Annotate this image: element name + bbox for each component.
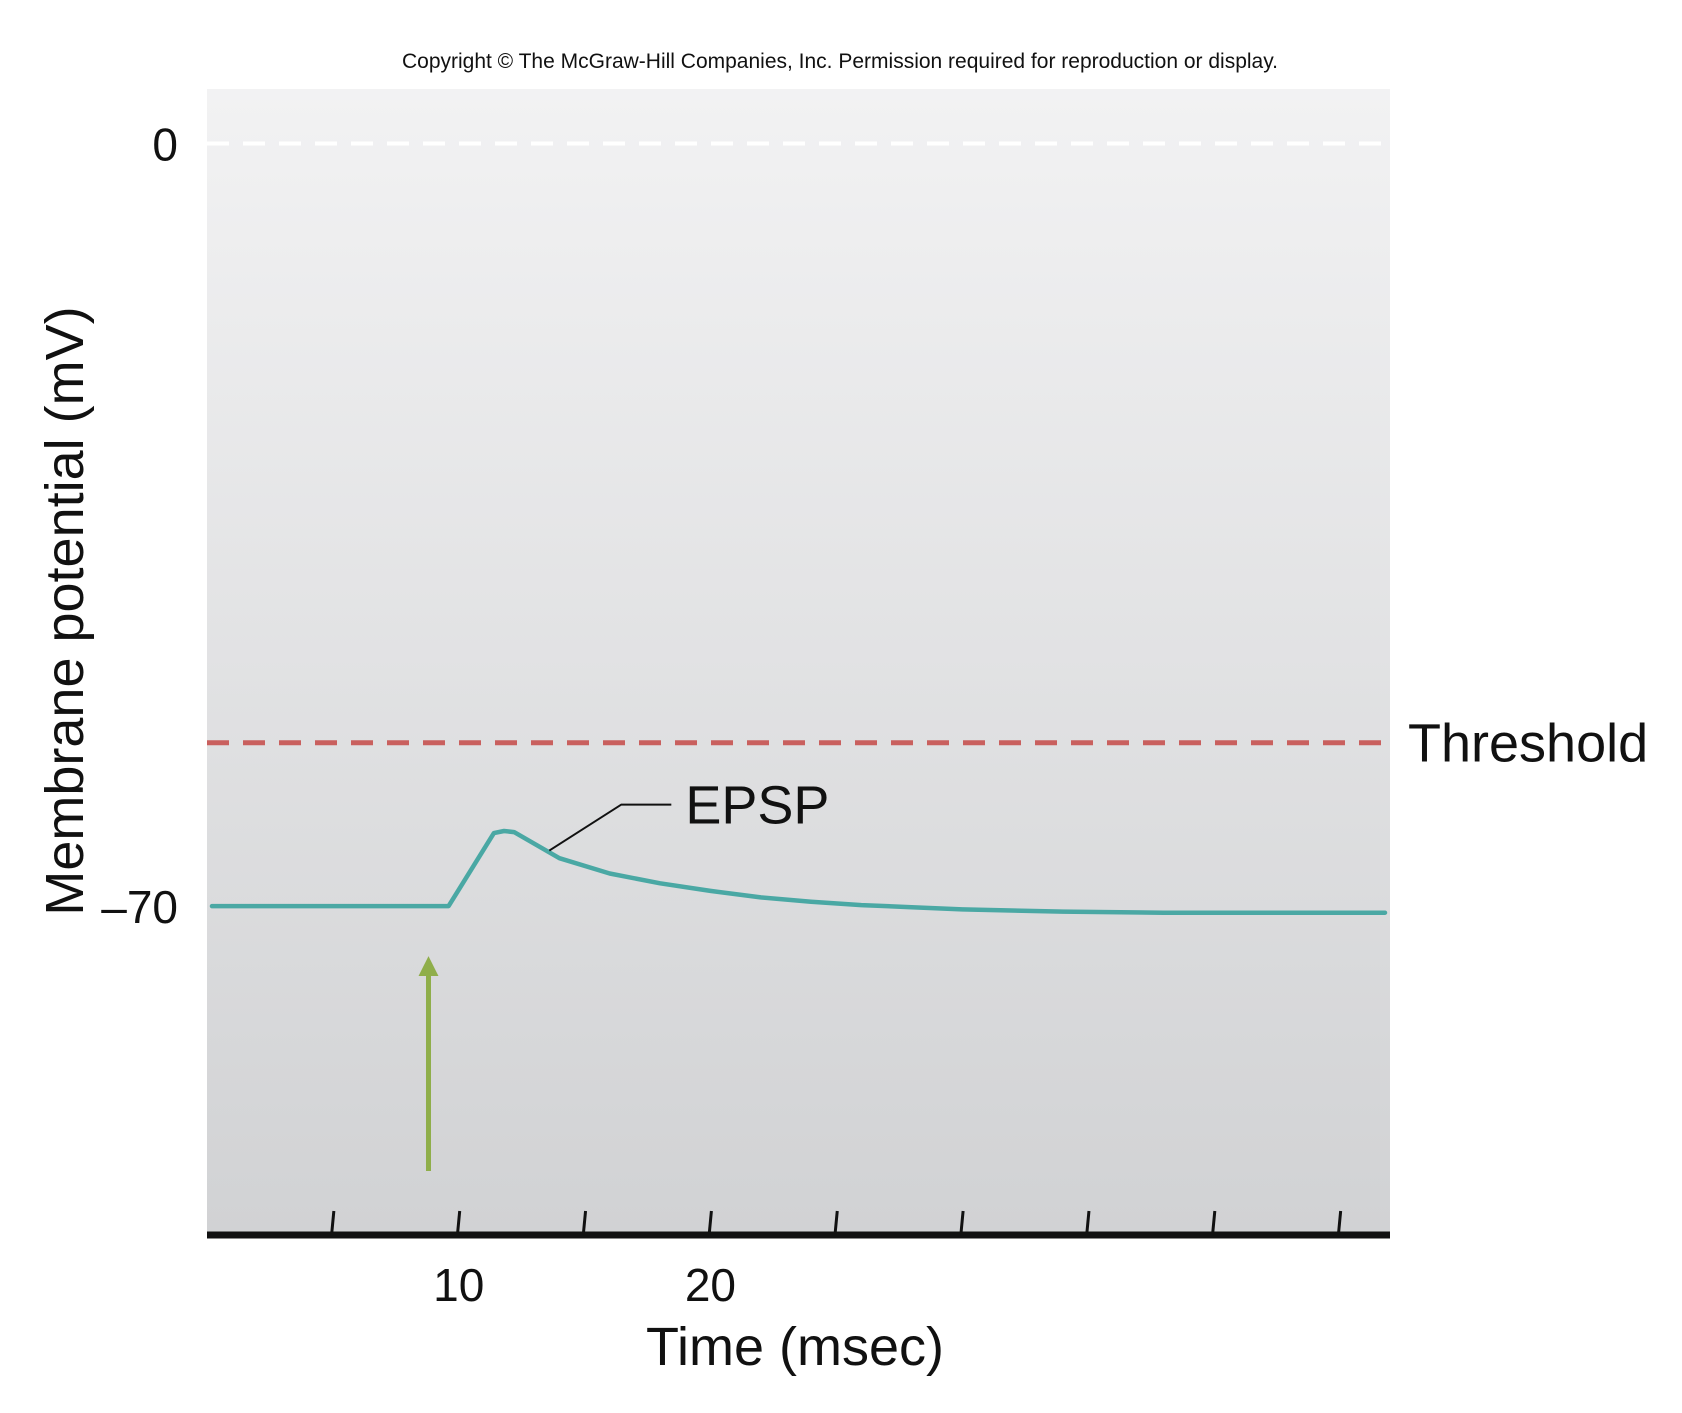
tick-labels: 10 20 0 –70 xyxy=(101,118,736,1311)
annotations: EPSP xyxy=(418,776,829,1171)
x-tick xyxy=(1337,1210,1343,1233)
threshold-label: Threshold xyxy=(1408,714,1648,774)
epsp-leader-line xyxy=(548,803,672,852)
y-axis-title: Membrane potential (mV) xyxy=(35,306,95,915)
x-tick xyxy=(456,1210,462,1233)
x-axis-title: Time (msec) xyxy=(646,1317,944,1377)
y-tick-label: 0 xyxy=(152,118,178,170)
x-tick xyxy=(707,1210,713,1233)
data-series xyxy=(209,828,1388,915)
reference-lines: Threshold xyxy=(207,141,1648,774)
x-tick-label: 20 xyxy=(685,1259,736,1311)
plot-background xyxy=(207,89,1390,1233)
membrane-potential-trace xyxy=(209,828,1388,915)
x-tick xyxy=(330,1210,336,1233)
epsp-label: EPSP xyxy=(685,776,829,836)
y-tick-label: –70 xyxy=(101,881,178,933)
x-tick xyxy=(1211,1210,1217,1233)
x-tick xyxy=(959,1210,965,1233)
x-tick xyxy=(833,1210,839,1233)
x-tick xyxy=(582,1210,588,1233)
x-axis xyxy=(207,1210,1390,1239)
x-tick-label: 10 xyxy=(433,1259,484,1311)
x-tick xyxy=(1085,1210,1091,1233)
copyright-notice: Copyright © The McGraw-Hill Companies, I… xyxy=(402,50,1278,73)
